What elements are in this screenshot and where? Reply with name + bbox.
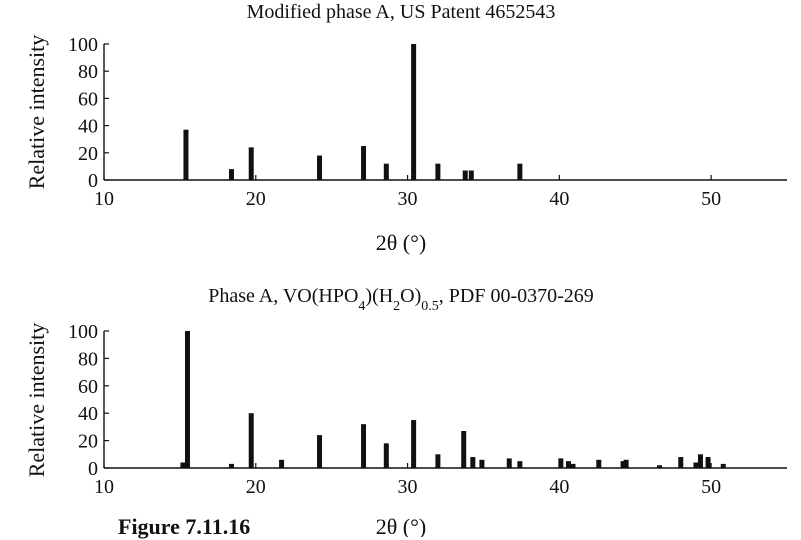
top-chart-bars [183, 44, 523, 180]
top-chart-x-tick-label: 40 [549, 188, 569, 210]
bottom-chart: Phase A, VO(HPO4)(H2O)0.5, PDF 00-0370-2… [24, 285, 787, 537]
top-chart-x-tick-label: 30 [398, 188, 418, 210]
top-chart-title: Modified phase A, US Patent 4652543 [247, 1, 556, 23]
bottom-chart-bar [470, 457, 476, 468]
top-chart-y-tick-label: 40 [78, 116, 98, 138]
bottom-chart-bar [693, 462, 699, 468]
top-chart-x-axis-label: 2θ (°) [376, 230, 427, 255]
top-chart-bar [517, 163, 523, 180]
bottom-chart-bar [517, 461, 523, 468]
bottom-chart-x-tick-label: 40 [549, 476, 569, 498]
bottom-chart-x-tick-label: 20 [246, 476, 266, 498]
bottom-chart-bar [248, 413, 254, 468]
top-chart-axes: 0 20 40 60 80 100 10 20 30 40 50 [68, 34, 787, 210]
top-chart-bar [468, 170, 474, 180]
bottom-chart-bar [620, 461, 626, 468]
bottom-chart-bar [678, 457, 684, 468]
top-chart-y-tick-label: 0 [88, 170, 98, 192]
top-chart-x-tick-label: 10 [94, 188, 114, 210]
bottom-chart-y-tick-label: 20 [78, 431, 98, 453]
bottom-chart-bar [383, 443, 389, 468]
bottom-chart-x-tick-label: 10 [94, 476, 114, 498]
bottom-chart-bar [558, 458, 564, 468]
bottom-chart-bar [697, 454, 703, 468]
top-chart-y-tick-label: 100 [68, 34, 98, 56]
bottom-chart-bar [435, 454, 441, 468]
top-chart-y-tick-label: 80 [78, 61, 98, 83]
bottom-chart-bar [479, 459, 485, 468]
bottom-chart-x-tick-label: 50 [701, 476, 721, 498]
top-chart-y-tick-label: 60 [78, 88, 98, 110]
bottom-chart-y-tick-label: 100 [68, 321, 98, 343]
top-chart-x-tick-label: 20 [246, 188, 266, 210]
top-chart: Modified phase A, US Patent 4652543 Rela… [24, 1, 787, 255]
top-chart-bar [248, 147, 254, 180]
bottom-chart-bar [596, 459, 602, 468]
top-chart-bar [462, 170, 468, 180]
top-chart-x-tick-label: 50 [701, 188, 721, 210]
bottom-chart-bar [361, 424, 367, 468]
top-chart-y-tick-label: 20 [78, 143, 98, 165]
bottom-chart-y-tick-label: 60 [78, 376, 98, 398]
top-chart-bar [411, 44, 417, 180]
figure-caption: Figure 7.11.16 [118, 514, 251, 539]
bottom-chart-title: Phase A, VO(HPO4)(H2O)0.5, PDF 00-0370-2… [208, 285, 594, 314]
bottom-chart-bar [180, 462, 186, 468]
bottom-chart-x-axis-label: 2θ (°) [376, 514, 427, 537]
top-chart-y-axis-label: Relative intensity [24, 35, 49, 190]
bottom-chart-y-tick-label: 80 [78, 348, 98, 370]
top-chart-bar [435, 163, 441, 180]
top-chart-bar [361, 146, 367, 180]
bottom-chart-y-axis-label: Relative intensity [24, 323, 49, 478]
top-chart-bar [383, 163, 389, 180]
top-chart-bar [317, 155, 323, 180]
bottom-chart-bar [720, 463, 726, 468]
bottom-chart-x-tick-label: 30 [398, 476, 418, 498]
bottom-chart-bar [705, 457, 711, 468]
bottom-chart-bar [279, 459, 285, 468]
bottom-chart-bar [623, 459, 629, 468]
bottom-chart-bars [180, 331, 726, 468]
bottom-chart-bar [184, 331, 190, 468]
bottom-chart-y-tick-label: 40 [78, 403, 98, 425]
bottom-chart-bar [228, 463, 234, 468]
bottom-chart-bar [565, 461, 571, 468]
bottom-chart-bar [657, 465, 663, 468]
bottom-chart-y-tick-label: 0 [88, 458, 98, 480]
top-chart-bar [228, 169, 234, 180]
bottom-chart-axes: 0 20 40 60 80 100 10 20 30 40 50 [68, 321, 787, 498]
bottom-chart-bar [570, 463, 576, 468]
bottom-chart-bar [506, 458, 512, 468]
bottom-chart-bar [411, 420, 417, 468]
bottom-chart-bar [317, 435, 323, 468]
top-chart-bar [183, 129, 189, 180]
bottom-chart-bar [461, 431, 467, 468]
